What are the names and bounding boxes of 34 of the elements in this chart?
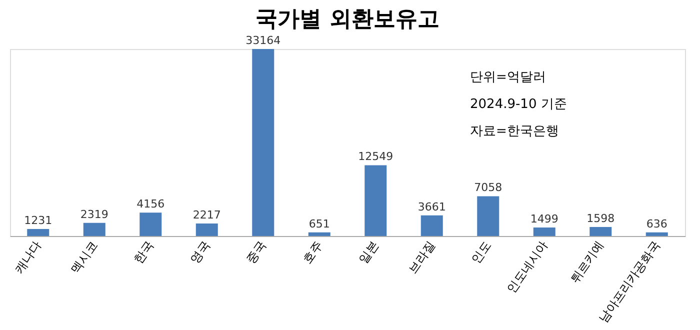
annotation: 2024.9-10 기준 xyxy=(470,97,567,112)
bar xyxy=(252,49,274,236)
bar xyxy=(646,232,668,236)
data-label: 33164 xyxy=(246,34,281,47)
bar xyxy=(140,212,162,236)
annotation: 자료=한국은행 xyxy=(470,124,559,139)
data-label: 4156 xyxy=(136,198,165,211)
x-tick-label: 일본 xyxy=(356,238,382,266)
x-tick-label: 영국 xyxy=(187,238,213,266)
data-label: 1598 xyxy=(586,212,615,225)
bar xyxy=(420,215,443,236)
bar xyxy=(590,226,612,236)
data-label: 651 xyxy=(308,217,330,230)
x-tick-label: 한국 xyxy=(131,238,156,266)
chart-title: 국가별 외환보유고 xyxy=(256,7,440,32)
bar xyxy=(364,165,387,236)
data-label: 2217 xyxy=(192,208,221,222)
bar xyxy=(27,229,50,236)
bar xyxy=(196,224,218,236)
data-label: 12549 xyxy=(358,150,394,164)
x-tick-label: 중국 xyxy=(244,238,269,266)
data-label: 636 xyxy=(646,217,668,230)
data-label: 2319 xyxy=(80,208,108,221)
bar xyxy=(308,232,330,236)
x-tick-label: 인도 xyxy=(468,238,494,266)
x-tick-label: 호주 xyxy=(300,238,326,266)
data-label: 3661 xyxy=(418,200,446,214)
data-label: 1231 xyxy=(24,214,52,228)
data-label: 1499 xyxy=(530,212,558,226)
data-label: 7058 xyxy=(474,181,502,194)
annotation: 단위=억달러 xyxy=(470,70,546,85)
bar xyxy=(477,196,500,236)
bar xyxy=(533,228,556,236)
bar xyxy=(83,222,106,236)
